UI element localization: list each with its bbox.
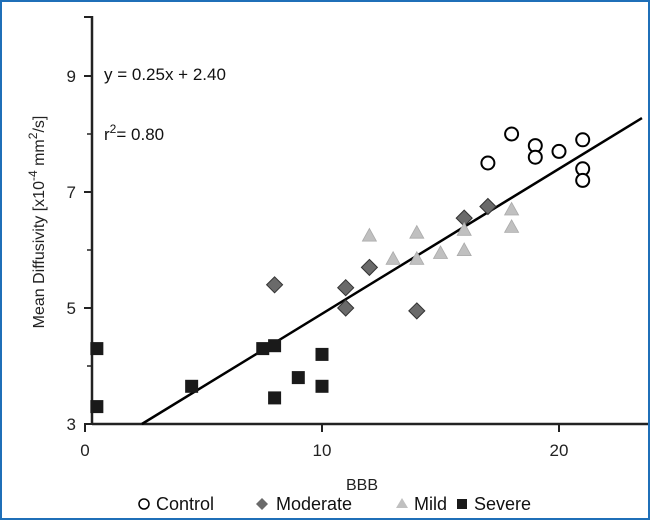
moderate-point xyxy=(479,197,497,216)
severe-point xyxy=(315,347,329,361)
legend-label: Moderate xyxy=(276,494,352,514)
x-axis-label: BBB xyxy=(346,477,378,494)
series-moderate xyxy=(265,197,497,320)
equation-annotation: y = 0.25x + 2.40 xyxy=(104,65,226,84)
severe-point xyxy=(291,371,305,385)
severe-point xyxy=(315,379,329,393)
y-tick-label: 3 xyxy=(67,415,76,434)
fit-line xyxy=(141,116,643,426)
fit-line-group xyxy=(141,116,643,426)
legend: Control Moderate Mild Severe xyxy=(138,494,531,514)
legend-item-control: Control xyxy=(138,494,214,514)
series-mild xyxy=(361,201,520,265)
legend-marker xyxy=(138,498,150,510)
mild-point xyxy=(409,250,425,265)
control-point xyxy=(480,155,496,171)
mild-point xyxy=(385,250,401,265)
annotations: y = 0.25x + 2.40 r2= 0.80 xyxy=(104,65,226,144)
moderate-point xyxy=(360,258,379,277)
legend-marker xyxy=(396,498,408,508)
severe-point xyxy=(90,400,104,414)
legend-label: Control xyxy=(156,494,214,514)
legend-label: Severe xyxy=(474,494,531,514)
moderate-point xyxy=(336,278,355,297)
mild-point xyxy=(503,218,520,233)
control-point xyxy=(551,143,567,159)
control-point xyxy=(527,149,543,165)
severe-point xyxy=(268,339,282,353)
mild-point xyxy=(409,224,425,239)
y-tick-label: 7 xyxy=(67,183,76,202)
severe-point xyxy=(90,342,104,356)
legend-item-moderate: Moderate xyxy=(256,494,352,514)
mild-point xyxy=(432,245,449,259)
x-tick-label: 10 xyxy=(313,441,332,460)
legend-label: Mild xyxy=(414,494,447,514)
legend-item-severe: Severe xyxy=(457,494,531,514)
series-severe xyxy=(90,339,329,414)
legend-marker xyxy=(256,498,268,510)
control-point xyxy=(504,126,520,142)
mild-point xyxy=(503,201,520,216)
mild-point xyxy=(456,242,472,257)
x-tick-label: 20 xyxy=(550,441,569,460)
axes: 3 5 7 9 0 10 20 BBB Mean Diffusivity [x10-4 mm2/… xyxy=(26,16,648,494)
moderate-point xyxy=(336,299,355,317)
severe-point xyxy=(256,342,270,356)
severe-point xyxy=(268,391,282,405)
r-squared-annotation: r2= 0.80 xyxy=(104,122,164,144)
legend-marker xyxy=(457,499,467,509)
severe-point xyxy=(185,379,199,393)
y-tick-label: 9 xyxy=(67,67,76,86)
legend-item-mild: Mild xyxy=(396,494,447,514)
moderate-point xyxy=(408,302,426,320)
mild-point xyxy=(361,227,378,242)
control-point xyxy=(575,132,591,148)
data-points xyxy=(90,126,591,414)
mild-point xyxy=(456,221,472,236)
moderate-point xyxy=(265,276,284,294)
control-point xyxy=(575,172,591,188)
x-tick-label: 0 xyxy=(80,441,89,460)
y-tick-label: 5 xyxy=(67,299,76,318)
y-axis-label: Mean Diffusivity [x10-4 mm2/s] xyxy=(26,116,48,329)
series-control xyxy=(480,126,591,188)
